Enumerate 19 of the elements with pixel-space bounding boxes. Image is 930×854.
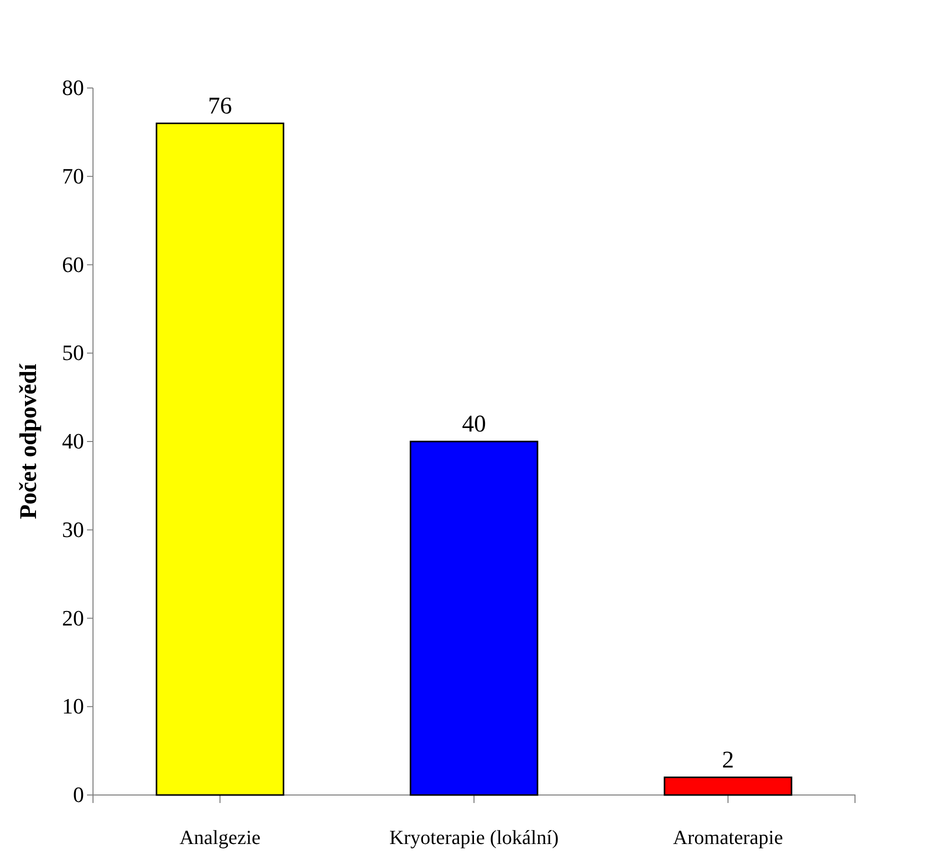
x-tick-label: Analgezie: [179, 827, 261, 849]
data-label: 2: [722, 747, 734, 774]
bar: [410, 440, 538, 796]
y-axis-title: Počet odpovědí: [16, 364, 42, 520]
y-tick-label: 0: [73, 782, 84, 808]
y-tick-label: 80: [62, 75, 84, 100]
x-tick-label: Kryoterapie (lokální): [389, 827, 559, 849]
x-tick-label: Aromaterapie: [673, 827, 784, 849]
y-tick-label: 50: [62, 340, 84, 366]
y-tick-label: 10: [62, 694, 84, 719]
data-label: 76: [208, 93, 232, 120]
y-tick-label: 40: [62, 428, 84, 454]
y-tick-label: 70: [62, 163, 84, 188]
data-label: 40: [462, 412, 486, 438]
bar: [156, 122, 284, 796]
y-tick-label: 60: [62, 252, 84, 277]
bar: [664, 776, 792, 796]
y-tick-label: 30: [62, 516, 84, 542]
y-tick-label: 20: [62, 605, 84, 630]
